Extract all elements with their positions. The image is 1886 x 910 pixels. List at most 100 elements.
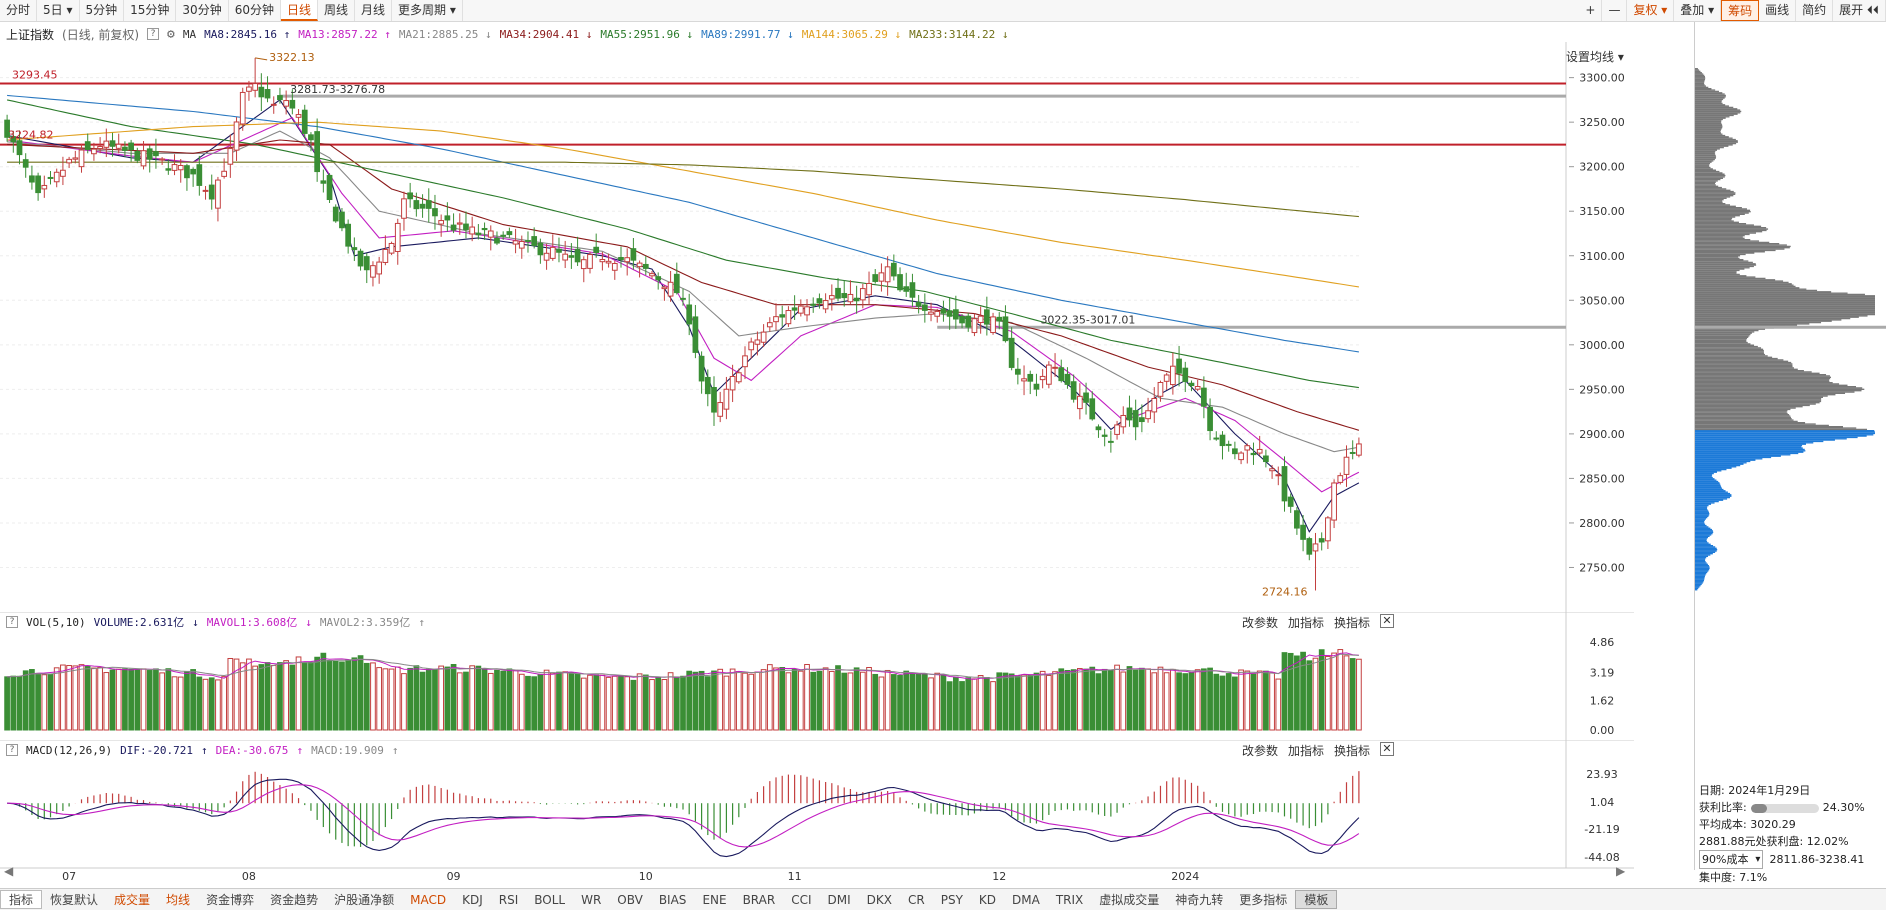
- period-tab-6[interactable]: 日线: [280, 0, 318, 21]
- candle-body: [246, 86, 252, 92]
- vol-bar: [859, 671, 866, 731]
- period-tab-9[interactable]: 更多周期 ▾: [392, 0, 463, 21]
- candle-body: [717, 402, 724, 417]
- vol-bar: [332, 660, 339, 731]
- indicator-tab-15[interactable]: BRAR: [742, 892, 776, 907]
- vol-bar: [835, 665, 841, 731]
- period-tab-5[interactable]: 60分钟: [229, 0, 281, 21]
- toolbar-action-0[interactable]: +: [1579, 0, 1603, 21]
- indicator-tab-8[interactable]: KDJ: [462, 892, 483, 907]
- vol-bar: [1145, 668, 1151, 731]
- indicator-tab-1[interactable]: 恢复默认: [50, 893, 99, 907]
- cost-range-select[interactable]: 90%成本: [1699, 850, 1764, 869]
- vol-bar: [512, 669, 519, 731]
- vol-bar: [500, 670, 507, 731]
- toolbar-action-6[interactable]: 简约: [1796, 0, 1834, 21]
- help-icon[interactable]: ?: [147, 28, 160, 40]
- add-indicator-button[interactable]: 加指标: [1287, 616, 1324, 630]
- vol-bar: [258, 664, 265, 731]
- indicator-tab-4[interactable]: 资金博弈: [206, 893, 255, 907]
- swap-indicator-button[interactable]: 换指标: [1333, 744, 1370, 758]
- indicator-tab-17[interactable]: DMI: [827, 892, 851, 907]
- vol-bar: [518, 673, 525, 731]
- set-ma-button[interactable]: 设置均线 ▾: [1566, 50, 1624, 64]
- period-tab-0[interactable]: 分时: [0, 0, 38, 21]
- mode-label: (日线, 前复权): [62, 27, 140, 42]
- indicator-tab-9[interactable]: RSI: [498, 892, 519, 907]
- vol-bar: [463, 671, 469, 731]
- change-params-button[interactable]: 改参数: [1241, 616, 1278, 630]
- period-tab-1[interactable]: 5日 ▾: [37, 0, 80, 21]
- index-name: 上证指数: [6, 27, 55, 42]
- toolbar-action-3[interactable]: 叠加 ▾: [1674, 0, 1722, 21]
- vol-bar: [115, 668, 122, 731]
- gear-icon[interactable]: ⚙: [167, 26, 175, 42]
- volume-chart[interactable]: 4.86 3.19 1.62 0.00: [0, 612, 1634, 740]
- indicator-tab-12[interactable]: OBV: [617, 892, 643, 907]
- candle-body: [345, 223, 352, 247]
- indicator-tab-21[interactable]: KD: [978, 892, 997, 907]
- macd-pane-tools: 改参数 加指标 换指标 ✕: [1232, 742, 1394, 759]
- toolbar-action-1[interactable]: —: [1602, 0, 1628, 21]
- vol-bar: [1002, 672, 1009, 731]
- vol-bar: [574, 673, 581, 731]
- period-tab-8[interactable]: 月线: [355, 0, 393, 21]
- price-chart[interactable]: 2750.00 2800.00 2850.00 2900.00 2950.00 3000.…: [0, 22, 1634, 612]
- toolbar-action-4[interactable]: 筹码: [1721, 0, 1760, 21]
- help-icon[interactable]: ?: [6, 744, 18, 756]
- toolbar-action-7[interactable]: 展开 ⏴⏴: [1833, 0, 1886, 21]
- vol-bar: [667, 672, 674, 731]
- period-tab-3[interactable]: 15分钟: [124, 0, 177, 21]
- vol-bar: [388, 668, 395, 731]
- candle-body: [66, 158, 72, 164]
- indicator-tab-23[interactable]: TRIX: [1055, 892, 1084, 907]
- toolbar-action-5[interactable]: 画线: [1759, 0, 1797, 21]
- indicator-tab-14[interactable]: ENE: [702, 892, 727, 907]
- indicator-tab-5[interactable]: 资金趋势: [270, 893, 319, 907]
- indicator-tab-26[interactable]: 更多指标: [1239, 893, 1288, 907]
- vol-bar: [1045, 674, 1052, 731]
- indicator-tab-6[interactable]: 沪股通净额: [334, 893, 395, 907]
- vol-bar: [450, 664, 457, 731]
- add-indicator-button[interactable]: 加指标: [1287, 744, 1324, 758]
- indicator-tab-20[interactable]: PSY: [940, 892, 963, 907]
- indicator-tab-11[interactable]: WR: [581, 892, 602, 907]
- vol-bar: [246, 658, 252, 731]
- indicator-tab-18[interactable]: DKX: [866, 892, 892, 907]
- change-params-button[interactable]: 改参数: [1241, 744, 1278, 758]
- toolbar-action-2[interactable]: 复权 ▾: [1627, 0, 1675, 21]
- indicator-tab-2[interactable]: 成交量: [114, 893, 151, 907]
- candle-body: [965, 315, 972, 328]
- close-icon[interactable]: ✕: [1380, 614, 1394, 628]
- indicator-tab-24[interactable]: 虚拟成交量: [1099, 893, 1160, 907]
- indicator-tab-19[interactable]: CR: [908, 892, 925, 907]
- close-icon[interactable]: ✕: [1380, 742, 1394, 756]
- candle-body: [159, 158, 165, 161]
- indicator-tab-25[interactable]: 神奇九转: [1175, 893, 1224, 907]
- indicator-tab-22[interactable]: DMA: [1012, 892, 1040, 907]
- candle-body: [649, 273, 655, 277]
- candle-body: [990, 316, 996, 334]
- indicator-tab-7[interactable]: MACD: [410, 892, 447, 907]
- candle-body: [283, 100, 289, 107]
- candle-body: [264, 89, 271, 99]
- indicator-tab-16[interactable]: CCI: [791, 892, 812, 907]
- indicator-tab-13[interactable]: BIAS: [658, 892, 687, 907]
- candle-body: [1281, 466, 1288, 502]
- help-icon[interactable]: ?: [6, 616, 18, 628]
- candle-body: [692, 316, 699, 353]
- vol-bar: [208, 677, 215, 731]
- swap-indicator-button[interactable]: 换指标: [1333, 616, 1370, 630]
- period-tab-4[interactable]: 30分钟: [176, 0, 229, 21]
- period-tab-7[interactable]: 周线: [318, 0, 356, 21]
- chart-area[interactable]: 2750.00 2800.00 2850.00 2900.00 2950.00 3000.…: [0, 22, 1634, 883]
- candle-body: [556, 248, 562, 253]
- indicator-tab-3[interactable]: 均线: [166, 893, 191, 907]
- macd-chart[interactable]: 07 08 09 10 11 12 2024 23.93 1.04 -21.19 -44.08 ◀ ▶: [0, 740, 1634, 888]
- candle-body: [456, 222, 463, 225]
- indicator-tab-0[interactable]: 指标: [0, 890, 43, 909]
- indicator-tab-27[interactable]: 模板: [1295, 890, 1338, 909]
- period-tab-2[interactable]: 5分钟: [80, 0, 125, 21]
- vol-mavol1: MAVOL1:3.608亿: [206, 616, 298, 629]
- indicator-tab-10[interactable]: BOLL: [534, 892, 566, 907]
